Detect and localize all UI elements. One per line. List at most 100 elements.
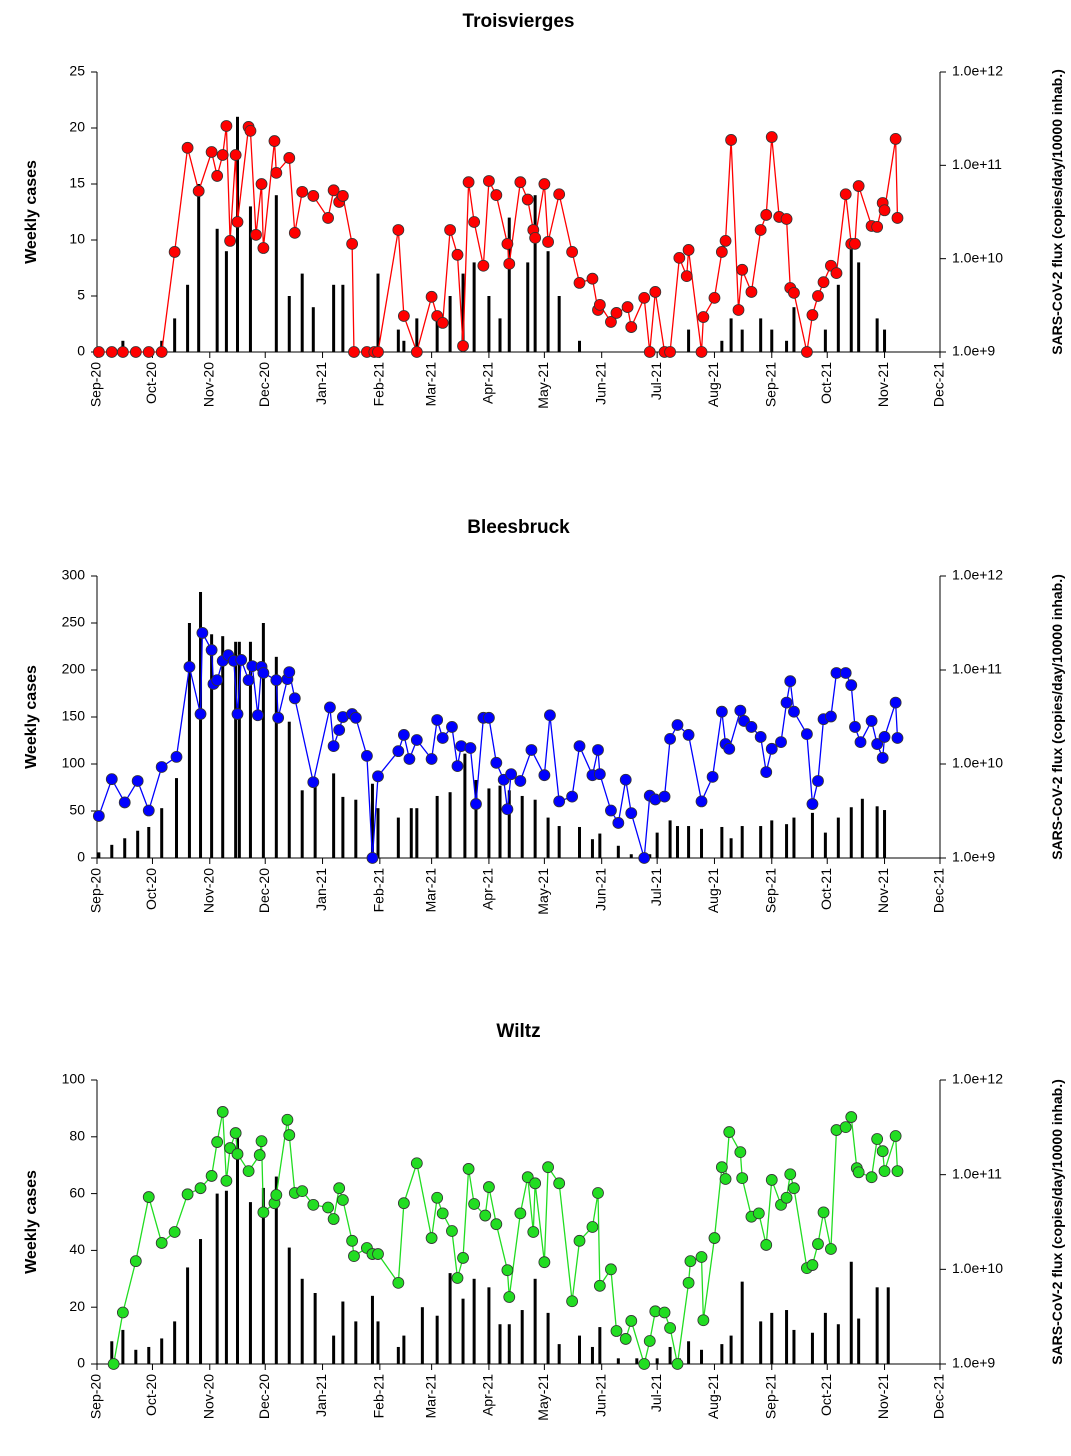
bar [134,1349,138,1364]
marker [671,719,684,731]
marker [573,1234,586,1247]
marker [525,744,538,756]
marker [788,705,800,718]
y-tick-label: 0 [77,1355,85,1371]
marker [621,301,634,313]
marker [542,236,554,248]
x-tick-label: Dec-20 [256,1374,272,1419]
marker [839,1121,852,1134]
marker [483,1181,495,1193]
marker [205,1170,218,1182]
bar [420,1307,424,1364]
marker [610,307,623,319]
panel: Bleesbruck Weekly cases SARS-CoV-2 flux (c… [23,517,1065,915]
marker [220,1174,233,1187]
marker [664,346,676,358]
marker [436,317,449,329]
bar [376,1321,380,1364]
marker [715,705,728,718]
marker [812,1238,824,1250]
marker [649,286,662,298]
y-tick-label: 250 [62,614,86,630]
bar [700,1349,704,1364]
bar [557,826,561,858]
marker [307,776,320,789]
marker [181,141,194,154]
bar [720,1344,724,1364]
x-tick-label: Nov-20 [200,868,216,913]
marker [754,731,767,743]
bar [759,1321,763,1364]
marker [852,180,865,192]
marker [625,807,638,820]
marker [553,188,566,201]
marker [723,1126,736,1138]
marker [392,224,405,236]
x-tick-label: Mar-21 [422,1374,438,1419]
marker [307,190,320,202]
marker [242,1165,255,1178]
y2-tick-label: 1.0e+12 [952,1071,1003,1087]
marker [817,1206,830,1219]
marker [891,212,904,224]
x-tick-label: Mar-21 [422,868,438,913]
bar [759,826,763,858]
y-tick-label: 15 [69,175,85,191]
bar [875,806,879,858]
marker [270,1189,283,1201]
marker [784,1168,797,1181]
marker [410,734,423,746]
bar [520,1310,524,1364]
bar [740,1281,744,1364]
bar [472,262,476,352]
marker [780,1191,793,1204]
bar [376,808,380,858]
bar [234,641,238,858]
marker [878,1165,891,1178]
x-tick-label: Sep-21 [762,1374,778,1419]
bar [199,1239,203,1364]
marker [723,742,736,755]
marker [142,1191,155,1203]
marker [170,750,183,763]
marker [490,1218,503,1231]
marker [854,736,867,748]
bar [396,329,400,352]
bar [435,318,439,352]
marker [812,775,824,787]
y2-tick-label: 1.0e+9 [952,1355,995,1371]
bar [274,1176,278,1364]
marker [372,770,384,783]
marker [780,213,793,225]
bar [810,1332,814,1364]
marker [682,728,695,741]
y2-tick-label: 1.0e+10 [952,755,1003,771]
marker [194,708,207,720]
marker [619,773,632,786]
marker [105,346,118,358]
x-tick-label: Jan-21 [313,362,329,405]
bar [823,1312,827,1364]
marker [845,679,858,692]
marker [483,711,495,724]
marker [760,209,773,221]
marker [708,1232,721,1244]
marker [865,715,878,727]
marker [281,1113,294,1126]
marker [719,1173,732,1185]
y2-tick-label: 1.0e+11 [952,1165,1002,1181]
marker [592,1187,604,1199]
x-tick-label: Sep-20 [88,868,104,913]
marker [505,768,518,781]
marker [695,346,708,358]
bar [507,217,511,352]
marker [397,1197,410,1210]
x-tick-label: Apr-21 [480,362,496,404]
marker [336,1194,349,1206]
marker [643,1335,656,1347]
marker [216,149,229,161]
marker [251,709,264,722]
marker [270,166,283,179]
bar [210,634,214,858]
bar [409,808,413,858]
